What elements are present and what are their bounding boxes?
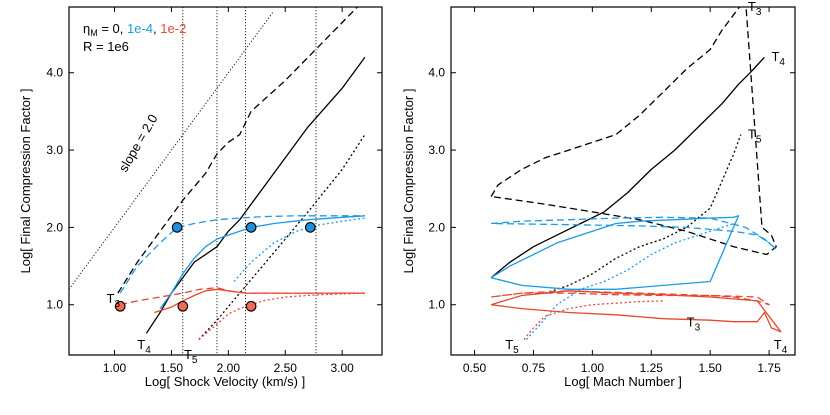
right-panel: 0.50 0.75 1.00 1.25 1.50 1.75 1.0 2.0 3.0 4.0 T3 T… (401, 0, 796, 389)
series-1e-2-t5 (198, 292, 365, 340)
y-tick-label: 3.0 (428, 143, 445, 157)
series-1e-4-t3 (491, 216, 777, 250)
marker-red-4 (177, 300, 189, 312)
series-1e-4-t4 (490, 215, 740, 290)
legend-eq: = 0, (98, 21, 127, 36)
marker-blue-0 (171, 222, 183, 233)
x-tick-label: 0.50 (463, 361, 487, 375)
y-tick-label: 1.0 (428, 298, 445, 312)
series-1e-4-t3 (119, 215, 365, 294)
track-label-t4: T4 (771, 49, 785, 68)
y-tick-label: 2.0 (46, 220, 63, 234)
x-tick-label: 1.25 (640, 361, 664, 375)
track-label-t5: T5 (184, 347, 198, 366)
x-tick-label: 1.50 (698, 361, 722, 375)
legend-eta-sub: M (90, 28, 98, 38)
series-1e-2-t3 (120, 287, 365, 306)
y-tick-label: 3.0 (46, 143, 63, 157)
right-y-axis-label: Log[ Final Compression Factor ] (401, 89, 416, 274)
y-tick-label: 2.0 (428, 220, 445, 234)
legend: ηM = 0, 1e-4, 1e-2 R = 1e6 (83, 21, 186, 54)
x-tick-label: 1.00 (103, 361, 127, 375)
series-1e-2-t3 (491, 290, 770, 306)
y-tick-label: 4.0 (428, 66, 445, 80)
legend-line-2: R = 1e6 (83, 39, 129, 54)
y-tick-label: 1.0 (46, 298, 63, 312)
series-slope-2-0-reference (69, 10, 275, 290)
y-tick-label: 4.0 (46, 66, 63, 80)
track-label-t3: T3 (687, 314, 701, 333)
x-tick-label: 2.50 (274, 361, 298, 375)
legend-red: 1e-2 (160, 21, 186, 36)
marker-blue-1 (245, 222, 257, 233)
legend-eta: η (83, 21, 90, 36)
series-0-t4 (490, 56, 765, 279)
track-label-t5: T5 (748, 126, 762, 145)
series-0-t3 (117, 7, 359, 294)
track-label-t5: T5 (505, 337, 519, 356)
left-y-axis-label: Log[ Final Compression Factor ] (18, 89, 33, 274)
right-x-axis-label: Log[ Mach Number ] (564, 374, 682, 389)
x-tick-label: 1.50 (160, 361, 184, 375)
legend-blue: 1e-4 (127, 21, 153, 36)
marker-blue-2 (304, 222, 316, 233)
legend-line-1: ηM = 0, 1e-4, 1e-2 (83, 21, 186, 38)
series-0-t5 (544, 134, 742, 294)
series-1e-2-t5 (523, 300, 664, 340)
x-tick-label: 3.00 (330, 361, 354, 375)
series-0-t5 (198, 134, 366, 340)
left-x-axis-label: Log[ Shock Velocity (km/s) ] (145, 374, 305, 389)
series-0-t3 (490, 7, 777, 256)
x-tick-label: 1.00 (581, 361, 605, 375)
x-tick-label: 0.75 (522, 361, 546, 375)
right-plot-frame (450, 6, 796, 356)
series-1e-2-t4 (490, 290, 782, 333)
series-1e-4-t4 (159, 215, 365, 309)
legend-sep: , (153, 21, 160, 36)
track-label-t3: T3 (748, 0, 762, 18)
series-0-t4 (145, 56, 366, 334)
track-label-t3: T3 (107, 291, 121, 310)
track-label-t4: T4 (137, 337, 151, 356)
marker-red-3 (114, 300, 126, 312)
x-tick-label: 2.00 (217, 361, 241, 375)
slope-label: slope = 2.0 (116, 112, 161, 175)
marker-red-5 (245, 300, 257, 312)
track-label-t4: T4 (774, 337, 788, 356)
left-plot-frame (68, 6, 383, 356)
series-1e-4-t5 (233, 217, 365, 282)
x-tick-label: 1.75 (757, 361, 781, 375)
